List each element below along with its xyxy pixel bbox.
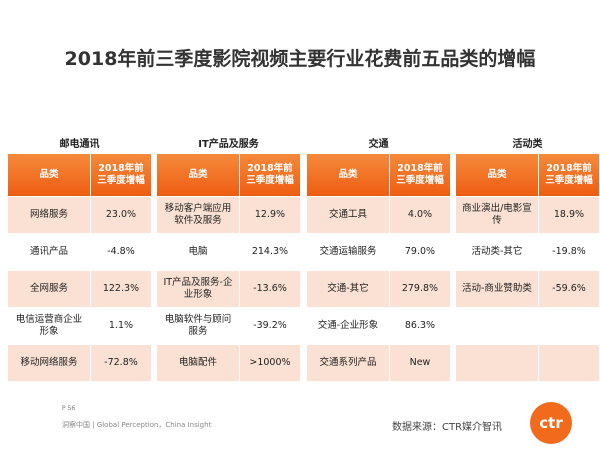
- table-row: [456, 345, 599, 382]
- category-cell: 交通工具: [307, 197, 390, 233]
- table-group: 活动类品类 2018年前三季度增幅 商业演出/电影宣传 18.9% 活动类-其它 -19.…: [456, 136, 599, 382]
- header-cell: 品类: [157, 154, 240, 196]
- category-cell: [456, 345, 539, 381]
- value-cell: -72.8%: [104, 357, 138, 368]
- tagline: 洞察中国 | Global Perception，China Insight: [62, 421, 212, 429]
- value-cell: 18.9%: [553, 209, 585, 220]
- header-cell: 品类: [307, 154, 390, 196]
- page-number: P 56: [62, 405, 76, 412]
- value-cell: New: [409, 357, 431, 368]
- category-cell: 电脑: [157, 234, 240, 270]
- table-row: 电脑 214.3%: [157, 234, 300, 271]
- table-row: 移动网络服务 -72.8%: [8, 345, 151, 382]
- value-cell: 214.3%: [251, 246, 289, 257]
- table-row: 活动类-其它 -19.8%: [456, 234, 599, 271]
- table-row: 电脑配件 >1000%: [157, 345, 300, 382]
- category-cell: 移动客户端应用软件及服务: [157, 197, 240, 233]
- table-row: 活动-商业赞助类 -59.6%: [456, 271, 599, 308]
- table-row: 交通-企业形象 86.3%: [307, 308, 450, 345]
- value-cell: [539, 345, 599, 381]
- category-cell: [456, 308, 539, 344]
- table-row: 电信运营商企业形象 1.1%: [8, 308, 151, 345]
- value-cell: -13.6%: [253, 283, 287, 294]
- header-cell: 2018年前三季度增幅: [97, 163, 145, 186]
- category-cell: 商业演出/电影宣传: [456, 197, 539, 233]
- logo: ctr: [530, 402, 572, 444]
- category-cell: 通讯产品: [8, 234, 91, 270]
- table-row: 交通工具 4.0%: [307, 197, 450, 234]
- header-row: 品类 2018年前三季度增幅: [8, 154, 151, 197]
- group-title: 交通: [368, 139, 389, 150]
- value-cell: [539, 308, 599, 344]
- table-row: 移动客户端应用软件及服务 12.9%: [157, 197, 300, 234]
- title: 2018年前三季度影院视频主要行业花费前五品类的增幅: [64, 48, 536, 70]
- header-row: 品类 2018年前三季度增幅: [157, 154, 300, 197]
- header-cell: 品类: [8, 154, 91, 196]
- category-cell: 活动-商业赞助类: [456, 271, 539, 307]
- table-group: IT产品及服务品类 2018年前三季度增幅 移动客户端应用软件及服务 12.9% 电脑 2…: [157, 136, 300, 382]
- category-cell: 交通-其它: [307, 271, 390, 307]
- category-cell: 活动类-其它: [456, 234, 539, 270]
- category-cell: 网络服务: [8, 197, 91, 233]
- table-row: [456, 308, 599, 345]
- value-cell: 23.0%: [105, 209, 137, 220]
- table-row: 全网服务 122.3%: [8, 271, 151, 308]
- value-cell: -59.6%: [552, 283, 586, 294]
- value-cell: 12.9%: [254, 209, 286, 220]
- category-cell: IT产品及服务-企业形象: [157, 271, 240, 307]
- value-cell: -19.8%: [552, 246, 586, 257]
- table-group: 邮电通讯品类 2018年前三季度增幅 网络服务 23.0% 通讯产品 -4.8% 全网服务 1…: [8, 136, 151, 382]
- table-group: 交通品类 2018年前三季度增幅 交通工具 4.0% 交通运输服务 79.0% 交通-其它 2…: [307, 136, 450, 382]
- value-cell: -4.8%: [107, 246, 135, 257]
- header-cell: 2018年前三季度增幅: [396, 163, 444, 186]
- value-cell: 79.0%: [404, 246, 436, 257]
- category-cell: 交通系列产品: [307, 345, 390, 381]
- table-row: 交通系列产品 New: [307, 345, 450, 382]
- table-row: 交通运输服务 79.0%: [307, 234, 450, 271]
- category-cell: 全网服务: [8, 271, 91, 307]
- value-cell: 1.1%: [108, 320, 134, 331]
- header-row: 品类 2018年前三季度增幅: [307, 154, 450, 197]
- table-row: 交通-其它 279.8%: [307, 271, 450, 308]
- category-cell: 电信运营商企业形象: [8, 308, 91, 344]
- group-title: IT产品及服务: [198, 139, 259, 150]
- header-cell: 品类: [456, 154, 539, 196]
- value-cell: 122.3%: [102, 283, 140, 294]
- category-cell: 电脑软件与顾问服务: [157, 308, 240, 344]
- value-cell: 86.3%: [404, 320, 436, 331]
- table-row: 通讯产品 -4.8%: [8, 234, 151, 271]
- category-cell: 移动网络服务: [8, 345, 91, 381]
- value-cell: 4.0%: [407, 209, 433, 220]
- category-cell: 交通-企业形象: [307, 308, 390, 344]
- table-row: 网络服务 23.0%: [8, 197, 151, 234]
- header-cell: 2018年前三季度增幅: [545, 163, 593, 186]
- category-cell: 电脑配件: [157, 345, 240, 381]
- group-title: 活动类: [512, 139, 543, 150]
- table-row: 商业演出/电影宣传 18.9%: [456, 197, 599, 234]
- group-title: 邮电通讯: [59, 139, 100, 150]
- table-row: IT产品及服务-企业形象 -13.6%: [157, 271, 300, 308]
- header-row: 品类 2018年前三季度增幅: [456, 154, 599, 197]
- value-cell: 279.8%: [401, 283, 439, 294]
- value-cell: >1000%: [249, 357, 291, 368]
- header-cell: 2018年前三季度增幅: [246, 163, 294, 186]
- source: 数据来源：CTR媒介智讯: [392, 422, 503, 433]
- value-cell: -39.2%: [253, 320, 287, 331]
- category-cell: 交通运输服务: [307, 234, 390, 270]
- table-row: 电脑软件与顾问服务 -39.2%: [157, 308, 300, 345]
